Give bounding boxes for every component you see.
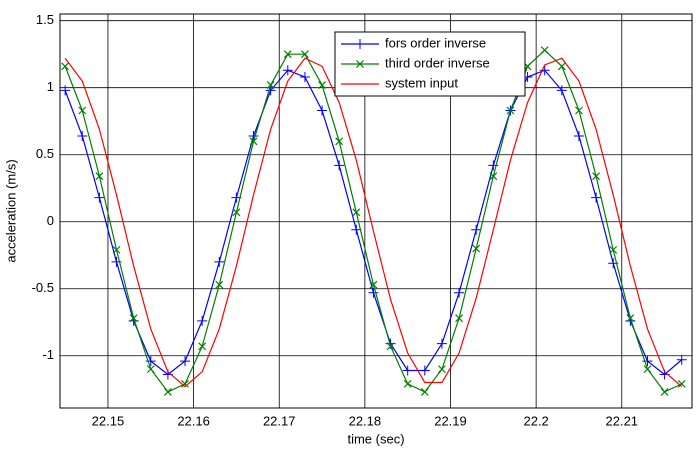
marker [318, 81, 326, 89]
legend-label: system input [385, 75, 458, 90]
x-tick-label: 22.2 [523, 413, 548, 428]
marker [643, 365, 652, 374]
marker [283, 50, 292, 59]
marker [368, 287, 379, 298]
marker [232, 208, 241, 217]
marker [282, 65, 293, 76]
y-tick-label: 0 [47, 213, 54, 228]
marker [180, 356, 191, 367]
marker [609, 245, 618, 254]
marker [592, 172, 601, 181]
x-tick-label: 22.16 [177, 413, 210, 428]
marker [489, 172, 498, 181]
legend-marker [355, 39, 365, 49]
legend-label: third order inverse [385, 55, 490, 70]
marker [317, 105, 328, 116]
x-tick-label: 22.18 [349, 413, 382, 428]
marker [214, 256, 225, 267]
marker [455, 314, 463, 323]
marker [163, 387, 172, 396]
marker [351, 224, 362, 235]
marker [438, 365, 446, 374]
legend-marker [356, 60, 364, 68]
x-tick-label: 22.17 [263, 413, 296, 428]
marker [335, 137, 344, 146]
marker [677, 379, 686, 388]
marker [575, 106, 583, 115]
x-tick-label: 22.19 [434, 413, 467, 428]
marker [472, 244, 481, 253]
marker [539, 65, 550, 76]
legend-label: fors order inverse [385, 35, 486, 50]
marker [660, 387, 669, 396]
marker [557, 62, 566, 71]
marker [78, 106, 87, 115]
y-tick-label: 1.5 [36, 12, 54, 27]
marker [300, 50, 309, 59]
marker [146, 365, 155, 374]
marker [626, 314, 635, 323]
marker [299, 71, 310, 82]
legend: fors order inverse third order inverse sys… [334, 31, 526, 97]
marker [556, 85, 567, 96]
marker [402, 365, 413, 376]
y-tick-label: -1 [42, 347, 54, 362]
marker [266, 81, 275, 89]
y-tick-label: 0.5 [36, 146, 54, 161]
marker [334, 160, 345, 171]
marker [215, 280, 224, 289]
x-tick-label: 22.21 [606, 413, 639, 428]
marker [420, 387, 429, 396]
marker [471, 224, 482, 235]
marker [249, 137, 258, 146]
marker [129, 314, 138, 323]
marker [197, 315, 208, 326]
marker [112, 245, 121, 254]
plot-frame [59, 13, 693, 409]
marker [436, 338, 447, 349]
marker [198, 342, 207, 351]
marker [386, 342, 395, 351]
marker [540, 46, 549, 55]
marker [95, 172, 104, 181]
y-tick-label: 1 [47, 79, 54, 94]
marker [573, 130, 584, 141]
marker [403, 379, 412, 388]
marker [591, 192, 602, 203]
marker [454, 287, 465, 298]
marker [506, 106, 515, 115]
marker [181, 379, 189, 388]
marker [676, 354, 687, 365]
marker [60, 85, 71, 96]
marker [77, 130, 88, 141]
marker [61, 62, 70, 71]
marker [94, 192, 105, 203]
y-axis-label: acceleration (m/s) [3, 159, 18, 262]
series-line [64, 57, 683, 388]
marker [352, 208, 361, 217]
x-tick-label: 22.15 [92, 413, 125, 428]
x-axis-label: time (sec) [347, 431, 404, 446]
y-tick-label: -0.5 [32, 280, 54, 295]
marker [369, 280, 378, 289]
marker [419, 365, 430, 376]
